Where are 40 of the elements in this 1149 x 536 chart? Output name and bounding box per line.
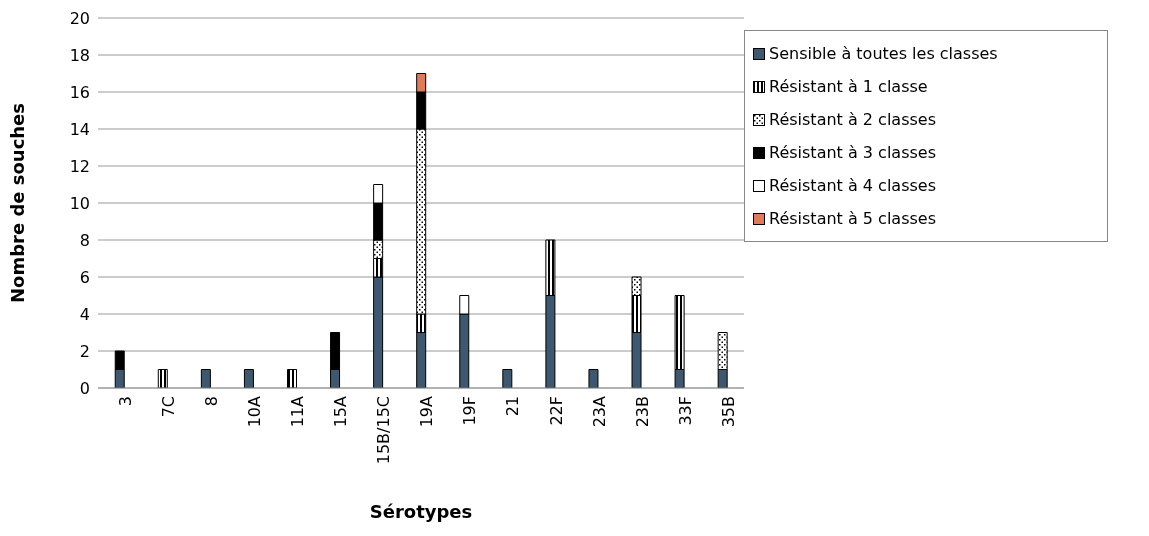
y-tick-label: 8 <box>79 230 90 250</box>
x-tick-label: 21 <box>503 396 523 417</box>
legend-label: Résistant à 5 classes <box>769 209 936 228</box>
y-tick-label: 20 <box>69 8 90 28</box>
y-tick-label: 10 <box>69 193 90 213</box>
y-axis-title: Nombre de souches <box>7 102 29 304</box>
y-tick-label: 14 <box>69 119 90 139</box>
bar <box>588 369 599 388</box>
y-tick-label: 18 <box>69 45 90 65</box>
x-tick-label: 10A <box>245 395 265 428</box>
x-tick-label: 11A <box>288 395 308 428</box>
bar <box>157 369 168 388</box>
x-tick-label: 8 <box>202 396 222 407</box>
x-tick-label: 15A <box>331 395 351 428</box>
x-axis-title: Sérotypes <box>369 501 473 522</box>
x-tick-label: 15B/15C <box>374 396 394 465</box>
y-tick-label: 0 <box>79 378 90 398</box>
legend-label: Résistant à 2 classes <box>769 110 936 129</box>
legend-label: Résistant à 1 classe <box>769 77 928 96</box>
legend-label: Sensible à toutes les classes <box>769 44 998 63</box>
x-tick-label: 3 <box>115 396 135 407</box>
y-tick-label: 4 <box>79 304 90 324</box>
bar <box>243 369 254 388</box>
legend-label: Résistant à 3 classes <box>769 143 936 162</box>
y-tick-label: 12 <box>69 156 90 176</box>
x-tick-label: 23B <box>632 396 652 428</box>
x-tick-label: 19A <box>417 395 437 428</box>
bar <box>200 369 211 388</box>
y-tick-label: 6 <box>79 267 90 287</box>
legend-label: Résistant à 4 classes <box>769 176 936 195</box>
x-tick-label: 7C <box>158 396 178 418</box>
x-tick-label: 23A <box>589 395 609 428</box>
x-tick-label: 19F <box>460 396 480 426</box>
bar <box>286 369 297 388</box>
x-tick-label: 22F <box>546 396 566 426</box>
x-tick-label: 33F <box>675 396 695 426</box>
y-tick-label: 2 <box>79 341 90 361</box>
x-tick-label: 35B <box>718 396 738 428</box>
y-tick-label: 16 <box>69 82 90 102</box>
bar <box>502 369 513 388</box>
